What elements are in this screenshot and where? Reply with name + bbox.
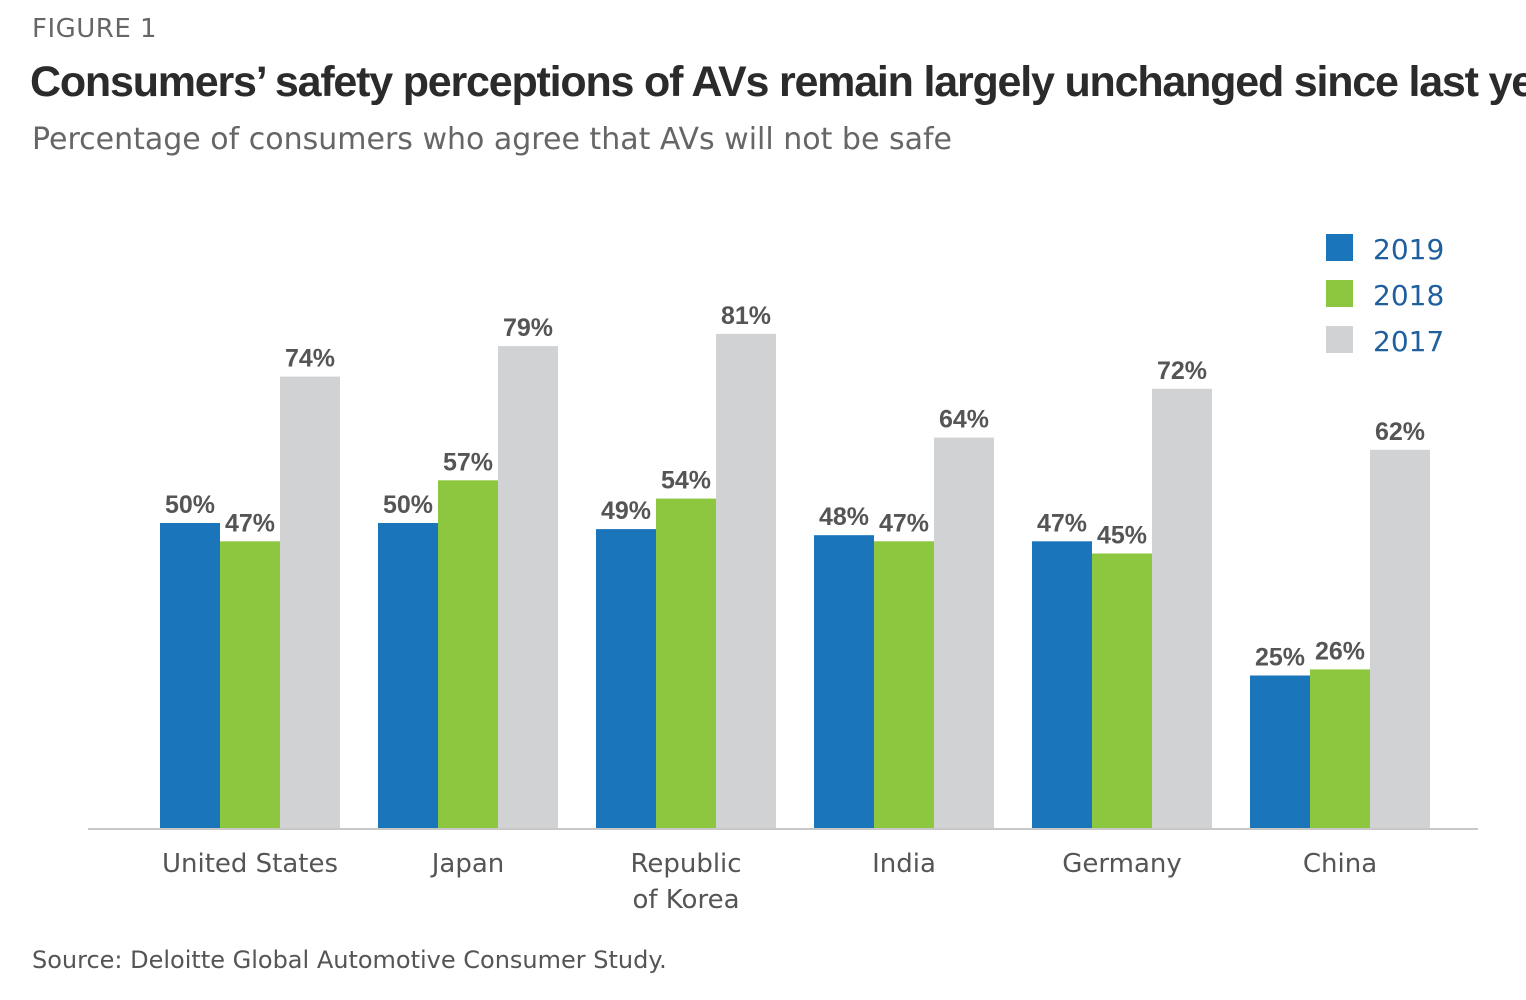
legend-label: 2019 — [1373, 233, 1444, 266]
data-label: 72% — [1157, 357, 1207, 385]
legend-label: 2018 — [1373, 279, 1444, 312]
figure-label: FIGURE 1 — [32, 14, 158, 44]
category-label: Republic — [630, 849, 741, 879]
data-label: 49% — [601, 497, 651, 525]
data-label: 62% — [1375, 418, 1425, 446]
data-label: 50% — [165, 491, 215, 519]
data-label: 47% — [225, 509, 275, 537]
bar-2019-india — [814, 535, 874, 828]
data-label: 45% — [1097, 522, 1147, 550]
bar-2018-united-states — [220, 541, 280, 828]
data-label: 26% — [1315, 637, 1365, 665]
bar-2017-germany — [1152, 388, 1212, 828]
legend-swatch-2017 — [1326, 326, 1353, 353]
category-label: of Korea — [632, 885, 739, 915]
bar-2017-india — [934, 437, 994, 828]
data-label: 79% — [503, 314, 553, 342]
legend-label: 2017 — [1373, 325, 1444, 358]
bar-2019-japan — [378, 523, 438, 828]
category-label: China — [1303, 849, 1377, 879]
legend-swatch-2019 — [1326, 234, 1353, 261]
chart-subtitle: Percentage of consumers who agree that A… — [32, 122, 952, 157]
bar-2017-china — [1370, 449, 1430, 828]
source-note: Source: Deloitte Global Automotive Consu… — [32, 946, 667, 974]
bar-2017-republic-of-korea — [716, 333, 776, 828]
bar-2019-united-states — [160, 523, 220, 828]
data-label: 50% — [383, 491, 433, 519]
bar-2017-japan — [498, 346, 558, 828]
bar-2018-republic-of-korea — [656, 498, 716, 828]
bar-2019-germany — [1032, 541, 1092, 828]
category-label: Germany — [1062, 849, 1182, 879]
data-label: 54% — [661, 467, 711, 495]
bar-2017-united-states — [280, 376, 340, 828]
data-label: 64% — [939, 406, 989, 434]
category-label: Japan — [430, 849, 505, 879]
category-label: India — [872, 849, 936, 879]
data-label: 57% — [443, 448, 493, 476]
bar-2018-india — [874, 541, 934, 828]
legend-swatch-2018 — [1326, 280, 1353, 307]
bar-2018-japan — [438, 480, 498, 828]
bar-2018-germany — [1092, 553, 1152, 828]
data-label: 47% — [879, 509, 929, 537]
bar-2019-china — [1250, 675, 1310, 828]
data-label: 81% — [721, 302, 771, 330]
chart-title: Consumers’ safety perceptions of AVs rem… — [30, 58, 1526, 106]
bar-2018-china — [1310, 669, 1370, 828]
bar-2019-republic-of-korea — [596, 529, 656, 828]
data-label: 74% — [285, 345, 335, 373]
data-label: 25% — [1255, 644, 1305, 672]
category-label: United States — [162, 849, 338, 879]
data-label: 48% — [819, 503, 869, 531]
data-label: 47% — [1037, 509, 1087, 537]
